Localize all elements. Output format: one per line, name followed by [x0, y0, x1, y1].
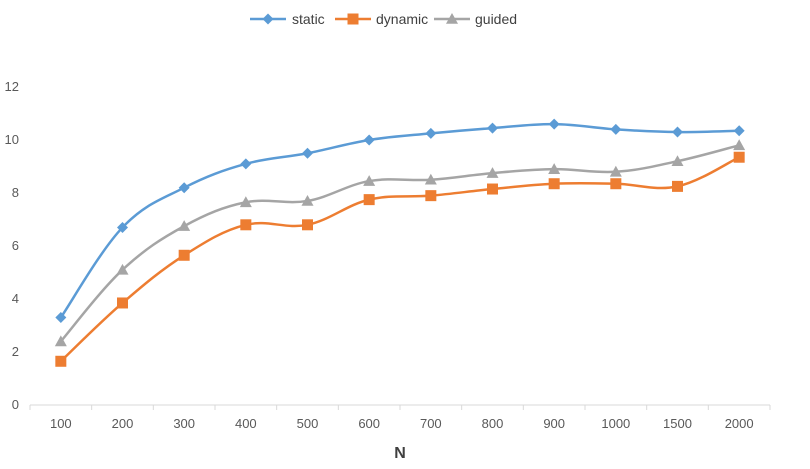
data-point-dynamic	[117, 297, 128, 309]
data-point-static	[733, 125, 745, 137]
data-point-static	[302, 147, 313, 159]
data-point-static	[672, 126, 683, 138]
data-point-static	[363, 134, 375, 146]
x-tick-label: 800	[482, 416, 504, 431]
data-point-guided	[671, 155, 684, 166]
data-point-guided	[178, 220, 191, 231]
data-point-static	[117, 221, 128, 233]
legend-marker	[347, 13, 359, 25]
x-tick-label: 400	[235, 416, 257, 431]
series-guided	[54, 139, 746, 347]
x-tick-label: 100	[50, 416, 72, 431]
x-tick-label: 1500	[663, 416, 692, 431]
y-tick-label: 6	[12, 238, 19, 253]
data-point-guided	[486, 167, 499, 178]
y-axis: 0 2 4 6 8 10 12	[5, 79, 19, 412]
x-tick-label: 700	[420, 416, 442, 431]
data-point-static	[487, 122, 498, 134]
legend-label: static	[292, 11, 325, 27]
x-tick-label: 200	[112, 416, 134, 431]
data-point-static	[178, 182, 190, 194]
data-point-guided	[239, 196, 252, 208]
series-dynamic	[55, 151, 745, 367]
data-point-guided	[301, 194, 314, 206]
data-point-guided	[424, 173, 437, 185]
data-point-dynamic	[55, 355, 67, 367]
data-point-static	[548, 118, 560, 130]
x-tick-label: 2000	[725, 416, 754, 431]
series-line-static	[59, 122, 740, 319]
data-point-dynamic	[425, 190, 437, 202]
data-point-dynamic	[487, 183, 498, 195]
x-tick-label: 300	[173, 416, 195, 431]
data-point-guided	[609, 165, 622, 177]
legend-label: dynamic	[376, 11, 428, 27]
data-point-dynamic	[363, 194, 375, 206]
y-tick-label: 8	[12, 185, 19, 200]
x-tick-label: 1000	[601, 416, 630, 431]
data-point-dynamic	[240, 219, 252, 231]
data-point-static	[240, 158, 252, 170]
data-point-guided	[548, 163, 561, 174]
legend-item-guided: guided	[434, 11, 517, 27]
y-tick-label: 12	[5, 79, 19, 94]
data-point-static	[610, 123, 622, 135]
data-point-static	[425, 127, 437, 139]
data-point-guided	[363, 175, 376, 186]
legend-item-static: static	[250, 11, 325, 27]
data-point-guided	[733, 139, 746, 151]
x-tick-label: 600	[358, 416, 380, 431]
y-tick-label: 2	[12, 344, 19, 359]
legend-item-dynamic: dynamic	[335, 11, 428, 27]
y-tick-label: 10	[5, 132, 19, 147]
legend-marker	[262, 13, 274, 25]
series-layer	[54, 118, 746, 367]
y-tick-label: 4	[12, 291, 19, 306]
x-axis-title: N	[394, 445, 406, 462]
series-line-dynamic	[59, 156, 740, 363]
data-point-dynamic	[733, 151, 745, 163]
data-point-static	[55, 312, 67, 324]
y-tick-label: 0	[12, 397, 19, 412]
data-point-guided	[54, 335, 67, 347]
legend-label: guided	[475, 11, 517, 27]
series-static	[55, 118, 745, 324]
legend: static dynamic guided	[250, 11, 517, 27]
series-line-guided	[59, 144, 740, 343]
x-tick-label: 900	[543, 416, 565, 431]
data-point-dynamic	[610, 178, 622, 190]
legend-marker	[446, 13, 458, 24]
data-point-dynamic	[302, 219, 313, 231]
x-tick-label: 500	[297, 416, 319, 431]
data-point-dynamic	[178, 249, 190, 261]
data-point-guided	[116, 263, 129, 275]
data-point-dynamic	[672, 180, 683, 192]
x-axis: 100 200 300 400 500 600 700 800 900 1000 1500 2000	[29, 404, 771, 431]
data-point-dynamic	[548, 178, 560, 190]
